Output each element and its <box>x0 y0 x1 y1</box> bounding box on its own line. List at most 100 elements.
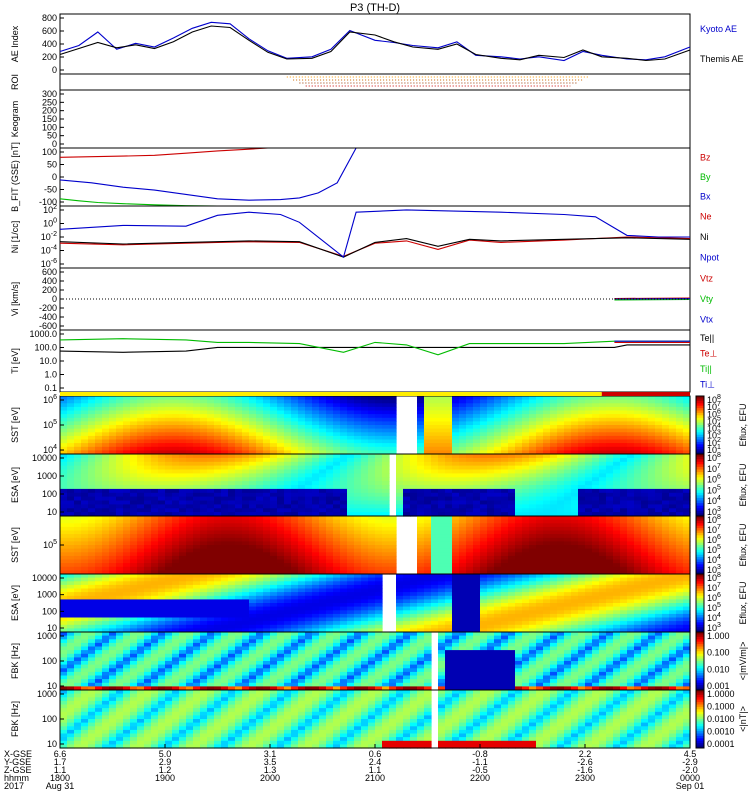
heat-cell <box>417 552 425 556</box>
heat-cell <box>382 396 390 400</box>
heat-cell <box>487 429 495 433</box>
heat-cell <box>515 403 523 407</box>
heat-cell <box>683 527 691 531</box>
heat-cell <box>340 563 348 567</box>
heat-cell <box>291 504 299 509</box>
heat-cell <box>599 466 607 471</box>
heat-cell <box>200 552 208 556</box>
heat-cell <box>151 581 159 585</box>
heat-cell <box>389 527 397 531</box>
heat-cell <box>606 458 614 463</box>
heat-cell <box>438 516 446 520</box>
heat-cell <box>144 520 152 524</box>
heat-cell <box>186 563 194 567</box>
heat-cell <box>613 497 621 502</box>
heat-cell <box>403 458 411 463</box>
heat-cell <box>508 556 516 560</box>
heat-cell <box>683 447 691 451</box>
heat-cell <box>452 447 460 451</box>
heat-cell <box>515 545 523 549</box>
heat-cell <box>228 545 236 549</box>
heat-cell <box>158 563 166 567</box>
heat-cell <box>676 432 684 436</box>
heat-cell <box>193 516 201 520</box>
heat-cell <box>662 523 670 527</box>
heat-cell <box>256 447 264 451</box>
heat-cell <box>200 589 208 593</box>
heat-cell <box>368 421 376 425</box>
heat-cell <box>228 534 236 538</box>
heat-cell <box>214 531 222 535</box>
heat-cell <box>431 425 439 429</box>
heat-cell <box>361 501 369 506</box>
heat-cell <box>326 556 334 560</box>
heat-cell <box>249 396 257 400</box>
heat-cell <box>305 414 313 418</box>
heat-cell <box>81 621 89 625</box>
heat-cell <box>361 531 369 535</box>
heat-cell <box>333 458 341 463</box>
heat-cell <box>550 470 558 475</box>
heat-cell <box>662 429 670 433</box>
heat-cell <box>452 429 460 433</box>
heat-cell <box>676 523 684 527</box>
heat-cell <box>326 485 334 490</box>
heat-cell <box>305 466 313 471</box>
heat-cell <box>130 458 138 463</box>
heat-cell <box>88 610 96 614</box>
heat-cell <box>466 531 474 535</box>
heat-cell <box>172 585 180 589</box>
heat-cell <box>326 447 334 451</box>
heat-cell <box>277 473 285 478</box>
heat-cell <box>298 489 306 494</box>
heat-cell <box>592 534 600 538</box>
heat-cell <box>60 589 68 593</box>
heat-cell <box>340 560 348 564</box>
heat-cell <box>550 407 558 411</box>
heat-cell <box>473 447 481 451</box>
heat-cell <box>144 489 152 494</box>
heat-cell <box>571 497 579 502</box>
heat-cell <box>347 556 355 560</box>
heat-cell <box>284 610 292 614</box>
heat-cell <box>501 414 509 418</box>
heat-cell <box>648 425 656 429</box>
heat-cell <box>151 501 159 506</box>
heat-cell <box>459 429 467 433</box>
heat-cell <box>361 473 369 478</box>
heat-cell <box>592 501 600 506</box>
heat-cell <box>214 527 222 531</box>
heat-cell <box>585 489 593 494</box>
heat-cell <box>200 592 208 596</box>
heat-cell <box>599 414 607 418</box>
heat-cell <box>88 489 96 494</box>
heat-cell <box>361 414 369 418</box>
heat-cell <box>305 545 313 549</box>
heat-cell <box>592 466 600 471</box>
heat-cell <box>354 489 362 494</box>
heat-cell <box>102 541 110 545</box>
heat-cell <box>158 610 166 614</box>
heat-cell <box>543 538 551 542</box>
heat-cell <box>102 403 110 407</box>
heat-cell <box>466 527 474 531</box>
panel-keogram <box>60 90 690 148</box>
heat-cell <box>298 520 306 524</box>
heat-cell <box>375 531 383 535</box>
heat-cell <box>207 592 215 596</box>
heat-cell <box>578 425 586 429</box>
heat-cell <box>312 489 320 494</box>
heat-cell <box>543 403 551 407</box>
heat-cell <box>270 552 278 556</box>
heat-cell <box>669 516 677 520</box>
heat-cell <box>620 560 628 564</box>
heat-cell <box>606 396 614 400</box>
heat-cell <box>179 447 187 451</box>
heat-cell <box>445 560 453 564</box>
heat-cell <box>102 607 110 611</box>
heat-cell <box>571 527 579 531</box>
heat-cell <box>613 489 621 494</box>
heat-cell <box>683 556 691 560</box>
heat-cell <box>599 504 607 509</box>
heat-cell <box>452 523 460 527</box>
